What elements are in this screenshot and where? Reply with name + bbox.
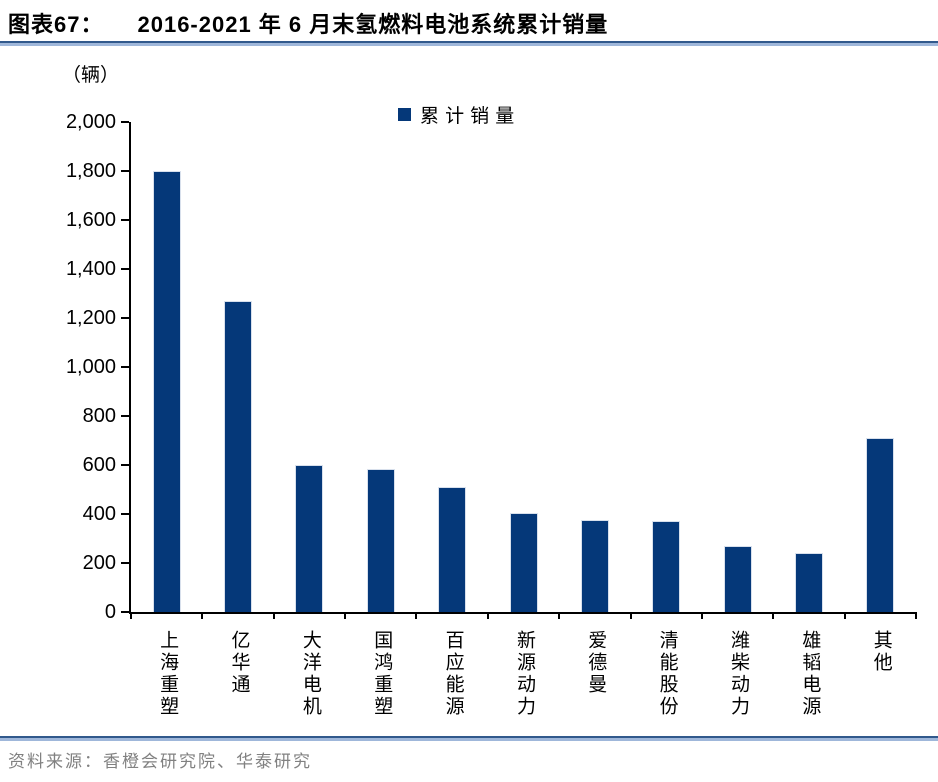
- x-tick-mark: [486, 612, 489, 619]
- bar-新源动力: [509, 512, 538, 612]
- x-tick-mark: [843, 612, 846, 619]
- y-tick-label: 800: [82, 405, 116, 427]
- y-tick-mark: [121, 611, 129, 613]
- header-divider-line: [0, 41, 938, 46]
- y-tick-mark: [121, 170, 129, 172]
- chart-header: 图表67： 2016-2021 年 6 月末氢燃料电池系统累计销量: [8, 7, 608, 39]
- x-tick-label: 亿华通: [228, 630, 250, 696]
- x-tick-mark: [415, 612, 418, 619]
- y-tick-label: 2,000: [65, 111, 116, 133]
- x-tick-mark: [700, 612, 703, 619]
- y-tick-label: 1,200: [65, 307, 116, 329]
- y-axis-labels: 0 200 400 600 800 1,000 1,200 1,400 1,600 1,800 2,…: [26, 112, 116, 622]
- x-tick-mark: [130, 612, 132, 619]
- x-tick-mark: [629, 612, 632, 619]
- y-tick-mark: [121, 219, 129, 221]
- y-tick-mark: [121, 415, 129, 417]
- x-tick-mark: [558, 612, 561, 619]
- chart-number: 图表67：: [8, 12, 104, 37]
- x-tick-label: 新源动力: [513, 630, 535, 718]
- bar-爱德曼: [580, 520, 609, 612]
- x-tick-mark: [344, 612, 347, 619]
- y-tick-label: 1,400: [65, 258, 116, 280]
- x-tick-label: 爱德曼: [585, 630, 607, 696]
- x-tick-label: 清能股份: [656, 630, 678, 718]
- x-tick-label: 国鸿重塑: [371, 630, 393, 718]
- x-tick-label: 雄韬电源: [799, 630, 821, 718]
- x-tick-label: 百应能源: [442, 630, 464, 718]
- y-tick-label: 200: [82, 552, 116, 574]
- x-axis-labels: 上海重塑 亿华通 大洋电机 国鸿重塑 百应能源 新源动力 爱德曼 清能股份 潍柴动力 雄韬电源 其他: [131, 630, 916, 735]
- x-tick-mark: [201, 612, 204, 619]
- bar-清能股份: [652, 521, 681, 612]
- bar-大洋电机: [295, 465, 324, 612]
- bar-上海重塑: [152, 171, 181, 612]
- y-tick-mark: [121, 562, 129, 564]
- y-tick-mark: [121, 268, 129, 270]
- bar-国鸿重塑: [366, 468, 395, 612]
- y-axis-unit-label: （辆）: [62, 65, 120, 86]
- y-tick-label: 400: [82, 503, 116, 525]
- y-tick-label: 600: [82, 454, 116, 476]
- x-tick-label: 其他: [870, 630, 892, 674]
- y-tick-mark: [121, 513, 129, 515]
- source-note: 资料来源：香橙会研究院、华泰研究: [8, 752, 312, 771]
- x-tick-mark: [772, 612, 775, 619]
- legend: 累计销量: [398, 101, 520, 128]
- bar-百应能源: [438, 487, 467, 612]
- y-tick-mark: [121, 317, 129, 319]
- legend-label: 累计销量: [420, 106, 521, 127]
- y-tick-label: 1,600: [65, 209, 116, 231]
- bar-其他: [866, 438, 895, 612]
- x-tick-mark: [915, 612, 917, 619]
- y-tick-mark: [121, 366, 129, 368]
- y-tick-mark: [121, 121, 129, 123]
- bar-潍柴动力: [723, 545, 752, 612]
- y-tick-label: 1,000: [65, 356, 116, 378]
- y-axis-ticks: [121, 121, 129, 613]
- bar-亿华通: [224, 300, 253, 612]
- chart-title: 2016-2021 年 6 月末氢燃料电池系统累计销量: [137, 12, 609, 37]
- x-tick-label: 潍柴动力: [728, 630, 750, 718]
- y-tick-mark: [121, 464, 129, 466]
- footer-divider-line: [0, 736, 938, 741]
- x-tick-label: 大洋电机: [299, 630, 321, 718]
- y-tick-label: 1,800: [65, 160, 116, 182]
- plot-area: [129, 122, 917, 619]
- legend-square-icon: [398, 108, 411, 121]
- x-tick-mark: [272, 612, 275, 619]
- y-tick-label: 0: [104, 601, 116, 623]
- bar-雄韬电源: [794, 553, 823, 612]
- x-tick-label: 上海重塑: [157, 630, 179, 718]
